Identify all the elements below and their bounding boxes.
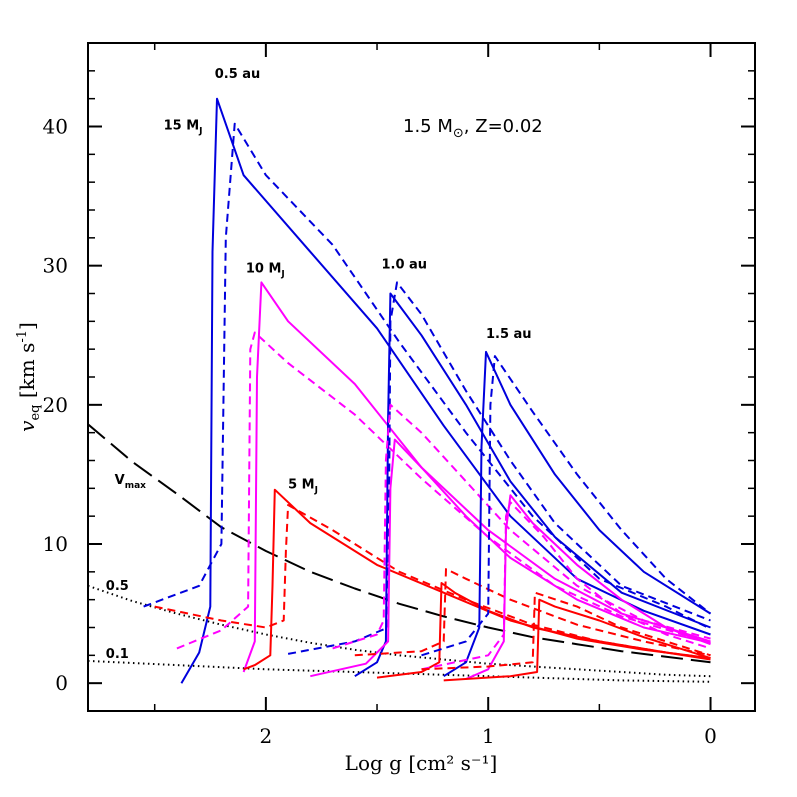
annotation: 15 MJ xyxy=(164,118,203,136)
series-line-4 xyxy=(143,122,711,630)
series-line-10 xyxy=(287,281,711,655)
annotation: 1.5 au xyxy=(486,327,532,342)
annotation: 0.5 au xyxy=(215,67,261,82)
series-line-14 xyxy=(354,568,711,657)
series-line-0 xyxy=(88,423,711,664)
annotation: 10 MJ xyxy=(246,262,285,280)
series-line-11 xyxy=(310,438,711,678)
annotation: 0.5 xyxy=(106,579,129,594)
series-line-16 xyxy=(421,355,712,657)
y-axis-label: veq [km s-1] xyxy=(15,322,43,432)
series-line-7 xyxy=(243,488,711,671)
series-line-13 xyxy=(376,582,711,679)
annotation: 1.0 au xyxy=(381,257,427,272)
series-line-6 xyxy=(176,331,711,650)
x-tick-label: 2 xyxy=(259,724,272,748)
x-tick-label: 0 xyxy=(704,724,717,748)
annotation: 5 MJ xyxy=(288,477,318,495)
series-line-5 xyxy=(242,281,711,673)
x-axis-label: Log g [cm² s⁻¹] xyxy=(345,751,498,775)
series-line-1 xyxy=(88,584,711,678)
series-line-8 xyxy=(154,504,711,660)
series-line-18 xyxy=(421,501,711,671)
series-line-20 xyxy=(421,591,711,671)
series-layer xyxy=(88,97,712,684)
chart-title: 1.5 M⊙, Z=0.02 xyxy=(403,116,543,141)
y-tick-label: 20 xyxy=(43,393,68,417)
series-line-19 xyxy=(443,598,711,682)
annotation-layer: 0.5 au 1.0 au 1.5 au 15 MJ 10 MJ 5 MJ Vmax 0.5 0… xyxy=(106,67,532,662)
y-tick-label: 10 xyxy=(43,532,68,556)
y-tick-label: 40 xyxy=(43,115,68,139)
x-tick-label: 1 xyxy=(482,724,495,748)
y-tick-label: 30 xyxy=(43,254,68,278)
series-line-15 xyxy=(443,350,712,678)
series-line-17 xyxy=(465,494,711,680)
y-tick-label: 0 xyxy=(55,671,68,695)
annotation: Vmax xyxy=(115,473,147,491)
series-line-2 xyxy=(88,659,711,683)
annotation: 0.1 xyxy=(106,647,129,662)
series-line-9 xyxy=(354,292,711,678)
plot-frame xyxy=(87,42,756,712)
